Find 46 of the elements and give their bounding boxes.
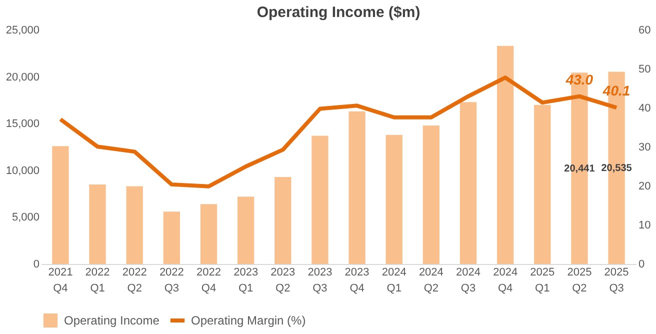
x-tick-label: 2025 Q3 (604, 266, 629, 294)
y-tick-label: 20,000 (6, 71, 40, 84)
legend-label: Operating Income (64, 314, 160, 328)
bar (200, 204, 218, 264)
y2-tick-label: 0 (638, 258, 645, 270)
x-tick-label: 2023 Q2 (270, 266, 296, 294)
x-tick-label: 2024 Q4 (493, 266, 518, 294)
x-tick-label: 2022 Q4 (196, 266, 221, 294)
y2-tick-label: 10 (638, 220, 651, 232)
x-tick-label: 2024 Q2 (418, 266, 444, 294)
y2-tick-label: 20 (638, 180, 651, 192)
x-tick-label: 2025 Q1 (530, 266, 555, 294)
y-tick-label: 10,000 (6, 164, 40, 177)
y2-tick-label: 40 (638, 102, 651, 114)
y-tick-label: 25,000 (6, 24, 40, 36)
x-tick-label: 2023 Q4 (344, 266, 370, 294)
x-tick-label: 2022 Q3 (159, 266, 184, 294)
bar (126, 186, 143, 264)
bar (237, 196, 254, 264)
bar (89, 184, 106, 264)
bar (163, 212, 180, 264)
x-tick-label: 2025 Q2 (567, 266, 592, 294)
y-tick-label: 0 (33, 258, 40, 270)
x-tick-label: 2022 Q1 (85, 266, 110, 294)
x-tick-label: 2022 Q2 (122, 266, 147, 294)
bar (348, 111, 366, 264)
bar (386, 134, 402, 264)
chart-title: Operating Income ($m) (256, 4, 420, 21)
bar (496, 46, 514, 264)
y2-tick-label: 60 (638, 24, 651, 36)
bar (534, 104, 551, 264)
x-tick-label: 2023 Q1 (234, 266, 258, 294)
bar (460, 102, 477, 264)
bar (274, 176, 292, 264)
x-tick-label: 2021 Q4 (48, 266, 73, 294)
bar (422, 125, 440, 264)
y2-tick-label: 30 (638, 142, 651, 154)
y-tick-label: 5,000 (12, 212, 40, 224)
bar (52, 146, 69, 264)
x-tick-label: 2024 Q3 (456, 266, 480, 294)
x-tick-label: 2024 Q1 (382, 266, 406, 294)
bar (312, 136, 328, 264)
x-tick-label: 2023 Q3 (308, 266, 332, 294)
y2-tick-label: 50 (638, 64, 651, 76)
legend-label: Operating Margin (%) (191, 314, 306, 328)
y-tick-label: 15,000 (6, 118, 40, 130)
